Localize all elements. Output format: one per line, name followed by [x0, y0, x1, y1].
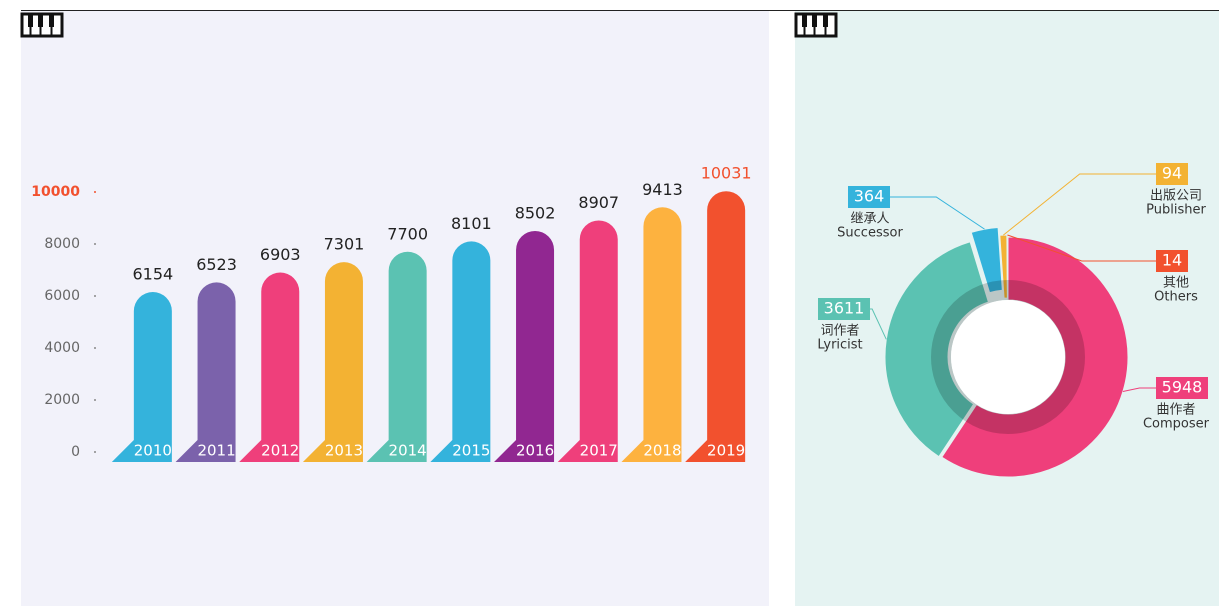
- category-label: 其他: [1163, 276, 1189, 291]
- x-tick-label: 2019: [707, 442, 745, 460]
- y-tick-label: 0: [71, 444, 80, 460]
- tick-mark: [94, 191, 96, 193]
- bar: [685, 191, 746, 462]
- tick-mark: [94, 295, 96, 297]
- donut-slice: [884, 241, 990, 458]
- bar: [557, 220, 618, 462]
- value-label: 8502: [515, 203, 556, 222]
- tick-mark: [94, 399, 96, 401]
- y-tick-label: 10000: [31, 184, 80, 200]
- y-tick-label: 8000: [44, 236, 80, 252]
- value-label: 14: [1162, 251, 1182, 270]
- value-label: 7700: [387, 224, 428, 243]
- y-tick-label: 4000: [44, 340, 80, 356]
- x-tick-label: 2013: [325, 442, 363, 460]
- leader-line: [1003, 173, 1156, 236]
- value-label: 8907: [578, 193, 619, 212]
- value-box: [1156, 163, 1188, 185]
- x-tick-label: 2015: [452, 442, 490, 460]
- x-tick-label: 2010: [134, 442, 172, 460]
- category-label-en: Publisher: [1146, 203, 1206, 218]
- tick-mark: [94, 347, 96, 349]
- inner-ring: [931, 280, 1085, 434]
- category-label-en: Successor: [837, 226, 903, 241]
- value-box: [1156, 377, 1208, 399]
- tick-mark: [94, 243, 96, 245]
- x-tick-label: 2014: [389, 442, 427, 460]
- bar: [239, 272, 300, 462]
- leader-line: [1007, 234, 1156, 262]
- y-tick-label: 6000: [44, 288, 80, 304]
- value-label: 8101: [451, 214, 492, 233]
- value-label: 6154: [132, 264, 173, 283]
- category-label-en: Lyricist: [817, 338, 862, 353]
- bar: [366, 251, 427, 462]
- value-box: [818, 298, 870, 320]
- x-tick-label: 2018: [643, 442, 681, 460]
- value-label: 364: [854, 187, 885, 206]
- value-label: 6523: [196, 255, 237, 274]
- donut-slice: [970, 226, 1003, 294]
- category-label-en: Composer: [1143, 417, 1210, 432]
- leader-line: [888, 196, 985, 230]
- value-label: 5948: [1162, 378, 1203, 397]
- bar: [175, 282, 236, 462]
- x-tick-label: 2017: [580, 442, 618, 460]
- bar: [430, 241, 491, 462]
- value-label: 6903: [260, 245, 301, 264]
- value-label: 7301: [324, 235, 365, 254]
- y-tick-label: 2000: [44, 392, 80, 408]
- category-label-en: Others: [1154, 290, 1198, 305]
- category-label: 词作者: [820, 324, 859, 339]
- piano-icon: [794, 12, 838, 38]
- value-box: [848, 186, 890, 208]
- bar: [302, 262, 363, 462]
- x-tick-label: 2012: [261, 442, 299, 460]
- bar: [621, 207, 682, 462]
- value-label: 10031: [701, 164, 752, 183]
- tick-mark: [94, 451, 96, 453]
- category-label: 继承人: [850, 212, 889, 227]
- donut-hole: [951, 300, 1065, 414]
- category-label: 出版公司: [1150, 189, 1202, 204]
- value-label: 94: [1162, 164, 1182, 183]
- bar: [111, 292, 172, 462]
- category-label: 曲作者: [1156, 403, 1195, 418]
- x-tick-label: 2016: [516, 442, 554, 460]
- donut-slice: [1006, 234, 1009, 299]
- value-label: 3611: [824, 299, 865, 318]
- piano-icon: [20, 12, 64, 38]
- value-label: 9413: [642, 180, 683, 199]
- value-box: [1156, 250, 1188, 272]
- x-tick-label: 2011: [197, 442, 235, 460]
- bar: [494, 230, 555, 462]
- leader-line: [1122, 387, 1156, 393]
